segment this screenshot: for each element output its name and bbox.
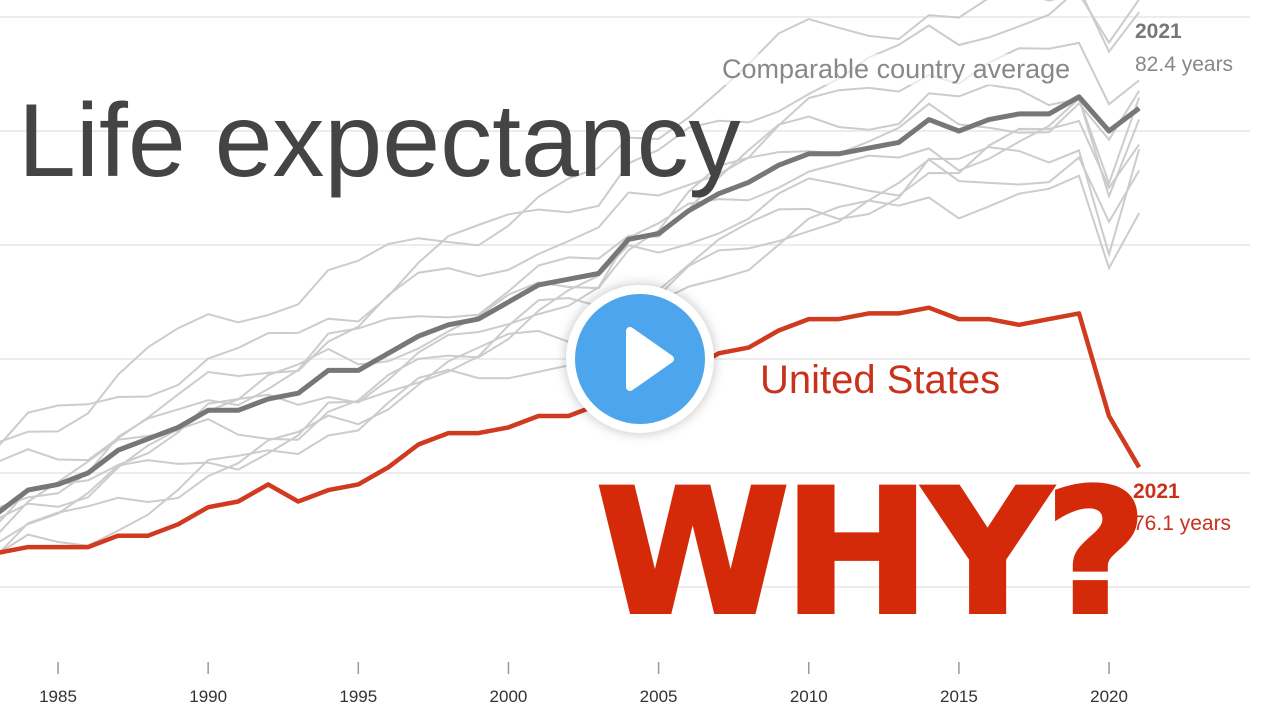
us-end-year: 2021 — [1133, 480, 1180, 503]
us-end-value: 76.1 years — [1133, 512, 1232, 535]
us-line — [0, 305, 1142, 555]
x-tick-label: 2010 — [790, 687, 828, 706]
page-title: Life expectancy — [18, 83, 741, 199]
play-button-circle — [575, 294, 705, 424]
average-end-value: 82.4 years — [1135, 53, 1234, 76]
x-tick-label: 1990 — [189, 687, 227, 706]
main-series-lines — [0, 94, 1142, 555]
average-series-label: Comparable country average — [722, 54, 1071, 85]
x-tick-label: 2015 — [940, 687, 978, 706]
why-overlay-text: WHY? — [594, 450, 1149, 655]
x-tick-label: 2005 — [640, 687, 678, 706]
x-tick-label: 2020 — [1090, 687, 1128, 706]
x-tick-label: 2000 — [490, 687, 528, 706]
x-tick-label: 1985 — [39, 687, 77, 706]
x-axis: 1985 1990 1995 2000 2005 2010 2015 2020 — [39, 662, 1128, 706]
comparable-country-line — [0, 0, 1140, 446]
comparable-country-line — [0, 83, 1141, 508]
play-icon — [626, 327, 674, 391]
play-button[interactable] — [566, 285, 714, 433]
x-tick-label: 1995 — [339, 687, 377, 706]
us-series-label: United States — [760, 358, 1001, 402]
comparable-country-line — [0, 146, 1141, 543]
comparable-country-line — [0, 0, 1140, 443]
average-end-year: 2021 — [1135, 20, 1182, 43]
average-line — [0, 94, 1141, 515]
